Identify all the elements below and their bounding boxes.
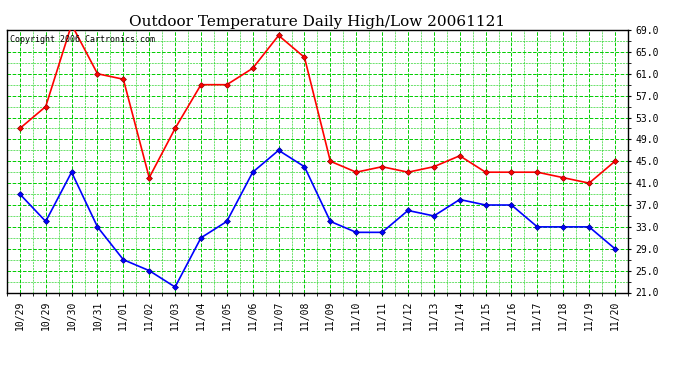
- Title: Outdoor Temperature Daily High/Low 20061121: Outdoor Temperature Daily High/Low 20061…: [129, 15, 506, 29]
- Text: Copyright 2006 Cartronics.com: Copyright 2006 Cartronics.com: [10, 35, 155, 44]
